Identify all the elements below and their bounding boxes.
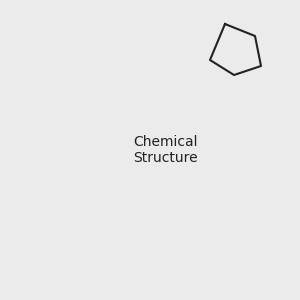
Text: Chemical
Structure: Chemical Structure [133,135,197,165]
